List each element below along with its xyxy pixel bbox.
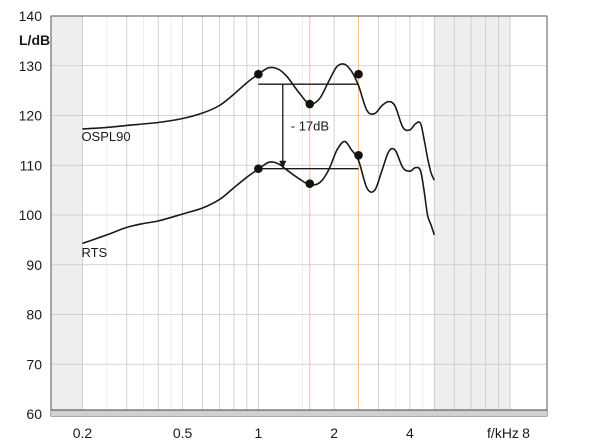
x-tick-label: 8 xyxy=(522,425,530,441)
grid-lines xyxy=(50,15,547,416)
x-tick-label: 0.2 xyxy=(73,425,93,441)
shaded-bands xyxy=(51,16,511,416)
series-label-rts: RTS xyxy=(81,245,107,260)
bottom-strip xyxy=(51,409,547,416)
highlight-point-ospl90 xyxy=(254,69,263,79)
highlight-point-rts xyxy=(354,151,363,160)
reference-lines xyxy=(258,83,359,170)
annotation-label: - 17dB xyxy=(291,118,329,133)
highlight-point-ospl90 xyxy=(354,69,363,79)
series-line-rts xyxy=(82,140,436,245)
axis-labels: 60 70 80 90 100 110 120 130 140 L/dB 0.2 0.5 1 2 4 f/kH… xyxy=(19,8,530,441)
y-tick-label: 110 xyxy=(20,157,43,173)
shaded-band xyxy=(51,16,83,416)
shaded-band xyxy=(434,16,511,416)
x-tick-label: 1 xyxy=(254,425,262,441)
y-tick-label: 60 xyxy=(26,406,42,422)
series-label-ospl90: OSPL90 xyxy=(81,129,130,144)
x-tick-label: 0.5 xyxy=(173,425,193,441)
y-tick-label: 100 xyxy=(19,207,43,223)
highlight-point-rts xyxy=(254,164,263,174)
highlight-point-ospl90 xyxy=(305,99,315,109)
series-line-ospl90 xyxy=(82,63,436,181)
x-tick-label: 4 xyxy=(406,425,414,441)
y-tick-label: 80 xyxy=(26,307,42,323)
y-tick-label: 120 xyxy=(19,108,43,124)
y-tick-label: 140 xyxy=(19,8,43,24)
y-tick-label: 90 xyxy=(26,257,42,273)
series-lines xyxy=(82,63,436,245)
y-tick-label: 70 xyxy=(26,356,42,372)
x-tick-label: 2 xyxy=(330,425,338,441)
axis-strip xyxy=(51,410,547,416)
highlight-point-rts xyxy=(305,179,315,188)
annotations: - 17dB OSPL90 RTS xyxy=(81,84,329,260)
annotation-arrow-head xyxy=(279,160,287,169)
y-tick-label: 130 xyxy=(19,58,43,74)
highlighted-points xyxy=(254,69,363,188)
x-axis-label: f/kHz xyxy=(487,425,519,441)
y-axis-label: L/dB xyxy=(19,32,50,48)
